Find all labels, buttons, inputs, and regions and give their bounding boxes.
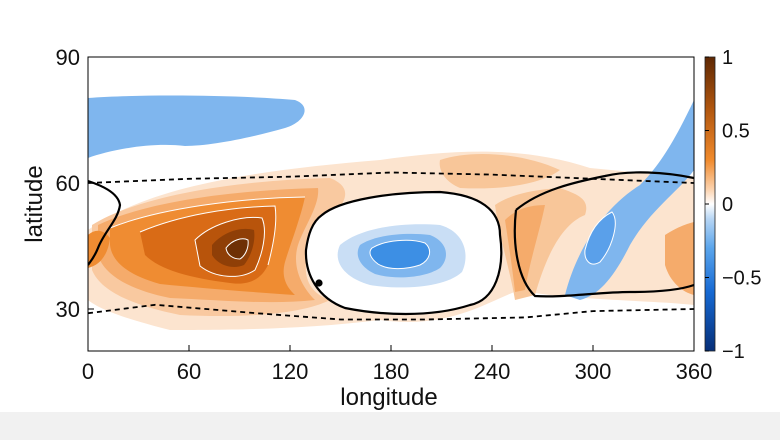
solid-contours: [88, 171, 694, 316]
dashed-line-2: [88, 303, 694, 321]
solid-contour-west: [88, 179, 122, 266]
colorbar-ticks: 1 0.5 0 −0.5 −1: [705, 47, 761, 363]
contour-lines: [109, 196, 616, 277]
solid-contour-central: [304, 190, 503, 316]
contour-line-5: [369, 239, 431, 270]
x-tick-label: 180: [373, 359, 410, 384]
contour-line-6: [584, 211, 616, 265]
y-tick-label: 30: [56, 297, 80, 322]
y-tick-label: 90: [56, 45, 80, 70]
contour-line-1: [109, 196, 306, 229]
colorbar-tick-label: −1: [722, 341, 745, 363]
x-tick-label: 300: [575, 359, 612, 384]
x-tick-label: 360: [676, 359, 713, 384]
solid-contour-dot: [315, 279, 323, 287]
contour-neg-east-inner: [584, 212, 616, 265]
colorbar-tick-label: 0.5: [722, 121, 750, 143]
x-tick-label: 120: [272, 359, 309, 384]
y-tick-label: 60: [56, 171, 80, 196]
colorbar-tick-label: 1: [722, 47, 733, 69]
contour-pos-max: [226, 238, 249, 259]
contour-line-2: [139, 205, 277, 266]
contour-neg-north: [88, 95, 305, 158]
contour-line-4: [225, 238, 249, 260]
solid-contour-east: [513, 171, 694, 298]
y-axis: 30 60 90: [56, 45, 94, 322]
contour-neg-min: [370, 240, 430, 269]
contour-line-3: [194, 216, 265, 277]
contour-pos-northeast: [439, 154, 560, 189]
x-tick-label: 240: [474, 359, 511, 384]
x-tick-label: 60: [177, 359, 201, 384]
x-axis: 0 60 120 180 240 300 360: [82, 345, 712, 384]
colorbar-tick-label: −0.5: [722, 268, 761, 290]
dashed-overlays: [88, 171, 694, 321]
filled-contours: [88, 95, 694, 330]
dashed-line-1: [88, 171, 694, 184]
x-tick-label: 0: [82, 359, 94, 384]
y-axis-label: latitude: [21, 165, 48, 242]
x-axis-label: longitude: [340, 384, 437, 411]
contour-pos-right-edge: [665, 222, 694, 295]
footer-band: [0, 412, 780, 440]
colorbar-tick-label: 0: [722, 194, 733, 216]
